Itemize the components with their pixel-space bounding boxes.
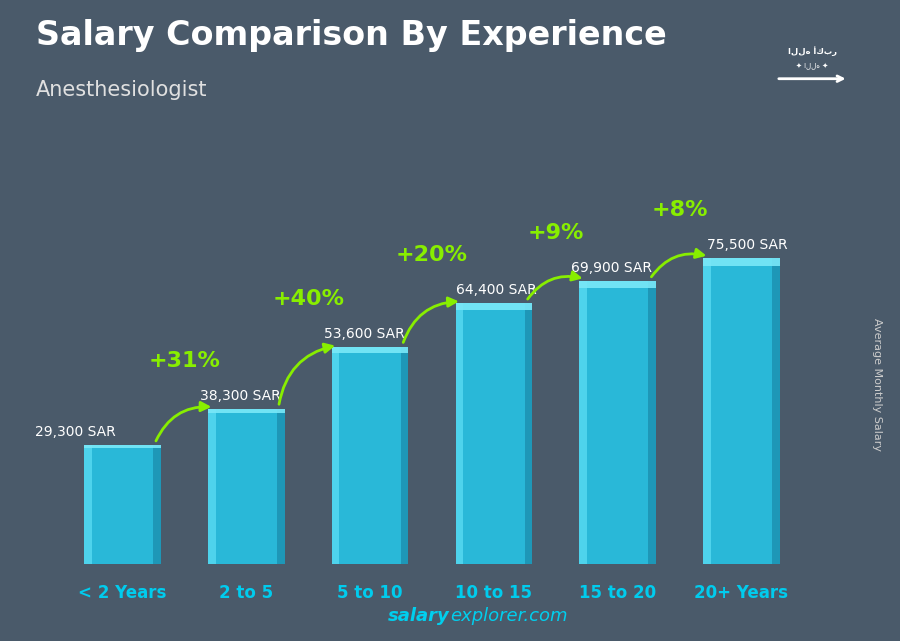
Bar — [332, 347, 409, 564]
Text: +40%: +40% — [272, 289, 344, 309]
Bar — [455, 303, 532, 310]
Bar — [703, 258, 711, 564]
Text: explorer.com: explorer.com — [450, 607, 568, 625]
Text: 20+ Years: 20+ Years — [695, 585, 788, 603]
Text: 2 to 5: 2 to 5 — [220, 585, 274, 603]
Bar — [85, 445, 161, 564]
Text: 29,300 SAR: 29,300 SAR — [35, 426, 116, 439]
Text: 53,600 SAR: 53,600 SAR — [324, 327, 404, 341]
Text: +20%: +20% — [396, 246, 468, 265]
Bar — [703, 258, 779, 564]
Bar — [648, 281, 656, 564]
Bar — [400, 347, 409, 564]
Text: 38,300 SAR: 38,300 SAR — [200, 389, 281, 403]
Text: Average Monthly Salary: Average Monthly Salary — [872, 318, 883, 451]
Bar — [455, 303, 532, 564]
Text: الله أكبر: الله أكبر — [788, 47, 837, 56]
Bar — [208, 409, 284, 564]
Bar — [580, 281, 587, 564]
Bar — [703, 258, 779, 266]
Bar — [85, 445, 161, 449]
Text: 69,900 SAR: 69,900 SAR — [571, 261, 652, 275]
Bar — [525, 303, 532, 564]
Text: 5 to 10: 5 to 10 — [338, 585, 403, 603]
Text: 64,400 SAR: 64,400 SAR — [456, 283, 536, 297]
Bar — [772, 258, 779, 564]
Text: ✦ الله ✦: ✦ الله ✦ — [796, 63, 828, 70]
Bar — [580, 281, 656, 288]
Bar — [208, 409, 216, 564]
Bar — [208, 409, 284, 413]
Text: salary: salary — [388, 607, 450, 625]
Text: +8%: +8% — [652, 201, 707, 221]
Text: Salary Comparison By Experience: Salary Comparison By Experience — [36, 19, 667, 52]
Text: 75,500 SAR: 75,500 SAR — [707, 238, 788, 253]
Text: Anesthesiologist: Anesthesiologist — [36, 80, 208, 100]
Text: 10 to 15: 10 to 15 — [455, 585, 533, 603]
Text: 15 to 20: 15 to 20 — [579, 585, 656, 603]
Bar — [580, 281, 656, 564]
Bar — [153, 445, 161, 564]
Text: < 2 Years: < 2 Years — [78, 585, 166, 603]
Bar — [455, 303, 464, 564]
Text: +9%: +9% — [527, 223, 584, 243]
Bar — [332, 347, 409, 353]
Bar — [85, 445, 92, 564]
Bar — [332, 347, 339, 564]
Text: +31%: +31% — [148, 351, 220, 371]
Bar — [277, 409, 284, 564]
